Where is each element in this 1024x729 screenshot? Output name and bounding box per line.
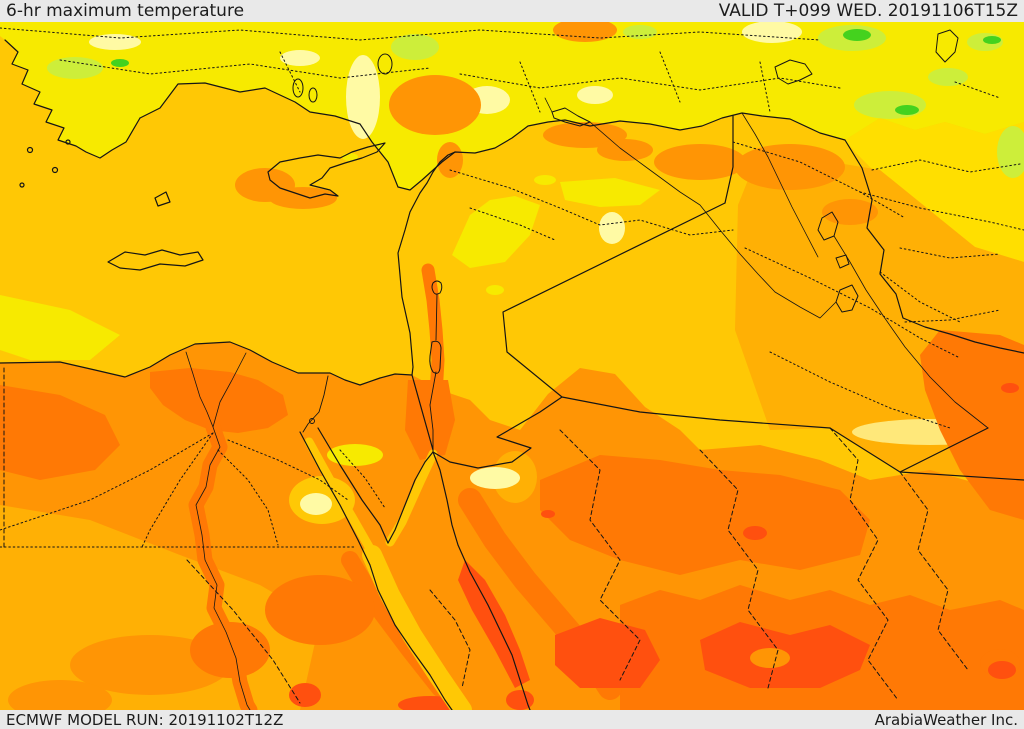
fill-tabuk xyxy=(540,455,870,575)
aegean-coast xyxy=(4,39,141,159)
weather-map xyxy=(0,22,1024,710)
country-borders xyxy=(0,29,1024,710)
saudi-red-sea-coast xyxy=(432,451,531,710)
model-run-label: ECMWF MODEL RUN: 20191102T12Z xyxy=(6,710,284,729)
aqaba-west-coast xyxy=(387,451,434,544)
fill-east-edge-dark xyxy=(920,330,1024,520)
bitter-lakes xyxy=(309,418,315,424)
footer-bar: ECMWF MODEL RUN: 20191102T12Z ArabiaWeat… xyxy=(0,710,1024,729)
rhodes-outline xyxy=(154,191,171,207)
suez-canal xyxy=(302,375,329,433)
temperature-fills xyxy=(0,22,1024,710)
desert-boundaries-dashed xyxy=(3,367,969,704)
crete-outline xyxy=(107,249,204,271)
lake-urmia xyxy=(935,29,959,63)
gulf-of-suez xyxy=(304,437,385,572)
fill-bright-north xyxy=(0,22,1024,190)
rivers xyxy=(185,97,989,710)
map-area xyxy=(0,22,1024,710)
lake-egirdir xyxy=(308,87,318,103)
jordan-borders xyxy=(432,202,726,469)
nile-river xyxy=(185,351,251,710)
valid-time-label: VALID T+099 WED. 20191106T15Z xyxy=(718,1,1018,21)
syria-iraq-border xyxy=(724,115,734,204)
brand-label: ArabiaWeather Inc. xyxy=(874,710,1018,729)
sea-of-galilee xyxy=(431,280,443,295)
lake-assad xyxy=(551,107,591,127)
fill-yellow-ne xyxy=(845,118,1024,262)
cyprus-outline xyxy=(267,142,386,199)
israel-egypt-border xyxy=(411,374,434,451)
header-bar: 6-hr maximum temperature VALID T+099 WED… xyxy=(0,0,1024,22)
fill-nw-egypt xyxy=(0,385,120,480)
suez-gulf-west-coast xyxy=(299,431,453,710)
tigris-river xyxy=(741,112,989,429)
fill-nile-delta xyxy=(150,368,288,433)
lake-habbaniyah xyxy=(835,254,850,269)
admin-boundaries xyxy=(0,27,1024,548)
lake-van xyxy=(774,59,813,85)
lake-tuz xyxy=(377,53,393,75)
turkey-south-coast-and-iran-border xyxy=(139,82,1024,354)
map-title: 6-hr maximum temperature xyxy=(6,1,245,21)
sinai-west-coast xyxy=(317,427,389,544)
fill-red-south-a xyxy=(555,618,660,688)
red-sea xyxy=(362,545,472,710)
jordan-river xyxy=(435,293,438,341)
gulf-of-aqaba xyxy=(385,449,438,547)
wadi-araba xyxy=(429,371,437,453)
lake-beysehir xyxy=(292,78,304,98)
iraq-saudi-border xyxy=(561,396,831,429)
dead-sea xyxy=(429,340,442,374)
euphrates-river xyxy=(544,97,837,319)
levant-egypt-coast xyxy=(0,151,456,386)
water-bodies xyxy=(304,437,472,710)
